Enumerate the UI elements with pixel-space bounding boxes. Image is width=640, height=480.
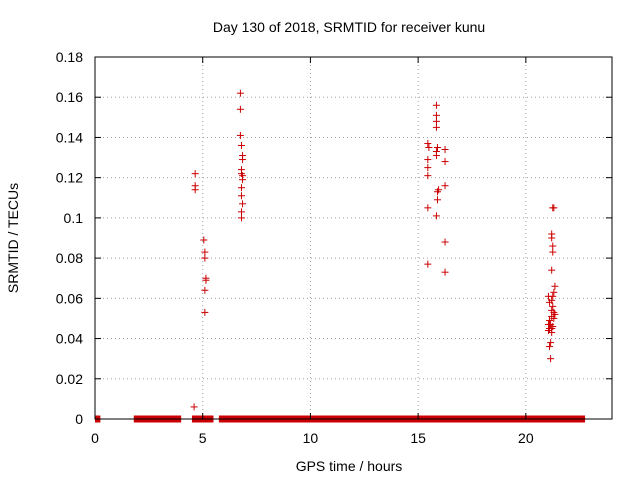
- data-point: [434, 144, 442, 151]
- data-point: [201, 308, 209, 316]
- data-point: [424, 172, 432, 180]
- data-points: [190, 89, 559, 411]
- x-tick-label: 10: [303, 430, 319, 446]
- data-point: [237, 184, 245, 192]
- data-point: [236, 89, 244, 97]
- data-point: [239, 200, 247, 208]
- x-axis-label: GPS time / hours: [296, 458, 403, 474]
- data-point: [191, 170, 199, 178]
- data-point: [237, 141, 245, 149]
- chart-title: Day 130 of 2018, SRMTID for receiver kun…: [213, 19, 485, 35]
- data-point: [547, 339, 555, 347]
- x-tick-label: 15: [410, 430, 426, 446]
- data-point: [544, 292, 552, 300]
- data-point: [432, 111, 440, 119]
- y-tick-label: 0.12: [56, 170, 83, 186]
- data-point: [546, 316, 554, 324]
- y-tick-label: 0: [75, 411, 83, 427]
- data-point: [239, 156, 247, 164]
- data-point: [550, 314, 558, 322]
- y-axis-label: SRMTID / TECUs: [5, 183, 21, 293]
- data-point: [432, 123, 440, 131]
- data-point: [201, 248, 209, 256]
- data-point: [548, 266, 556, 274]
- data-point: [191, 186, 199, 194]
- data-point: [434, 196, 442, 204]
- data-point: [441, 182, 449, 190]
- data-point: [237, 192, 245, 200]
- data-point: [551, 282, 559, 290]
- data-point: [236, 131, 244, 139]
- x-tick-label: 0: [91, 430, 99, 446]
- data-point: [432, 212, 440, 220]
- data-point: [432, 101, 440, 109]
- data-point: [441, 158, 449, 166]
- data-point: [239, 176, 247, 184]
- x-tick-label: 5: [199, 430, 207, 446]
- data-point: [201, 254, 209, 262]
- data-point: [548, 234, 556, 242]
- y-tick-label: 0.1: [64, 210, 84, 226]
- data-point: [424, 204, 432, 212]
- y-tick-label: 0.04: [56, 331, 83, 347]
- grid-lines: [95, 57, 612, 419]
- data-point: [190, 403, 198, 411]
- data-point: [424, 156, 432, 164]
- y-tick-label: 0.14: [56, 129, 83, 145]
- data-point: [548, 329, 556, 337]
- x-tick-label: 20: [518, 430, 534, 446]
- data-point: [201, 286, 209, 294]
- data-point: [547, 355, 555, 363]
- data-point: [202, 276, 210, 284]
- tick-labels: 0 0.02 0.04 0.06 0.08 0.1 0.12 0.14 0.16 0.18 0 5 10…: [56, 49, 534, 446]
- data-point: [424, 164, 432, 172]
- data-point: [237, 208, 245, 216]
- data-point: [549, 302, 557, 310]
- data-point: [432, 117, 440, 125]
- data-point: [546, 343, 554, 351]
- y-tick-label: 0.02: [56, 371, 83, 387]
- data-point: [424, 139, 432, 147]
- plot-frame: [94, 56, 613, 420]
- data-point: [434, 188, 442, 196]
- y-tick-label: 0.18: [56, 49, 83, 65]
- data-point: [441, 238, 449, 246]
- data-point: [546, 298, 554, 306]
- data-point: [425, 144, 433, 151]
- data-point: [200, 236, 208, 244]
- y-tick-label: 0.16: [56, 89, 83, 105]
- y-tick-label: 0.06: [56, 290, 83, 306]
- data-point: [432, 152, 440, 160]
- data-point: [549, 248, 557, 256]
- axis-ticks: [94, 56, 612, 420]
- y-tick-label: 0.08: [56, 250, 83, 266]
- data-point: [237, 214, 245, 222]
- data-point: [550, 288, 558, 296]
- data-point: [441, 268, 449, 276]
- data-point: [549, 242, 557, 250]
- data-point: [236, 105, 244, 113]
- data-point: [424, 260, 432, 268]
- data-point: [549, 204, 557, 212]
- data-point: [441, 146, 449, 154]
